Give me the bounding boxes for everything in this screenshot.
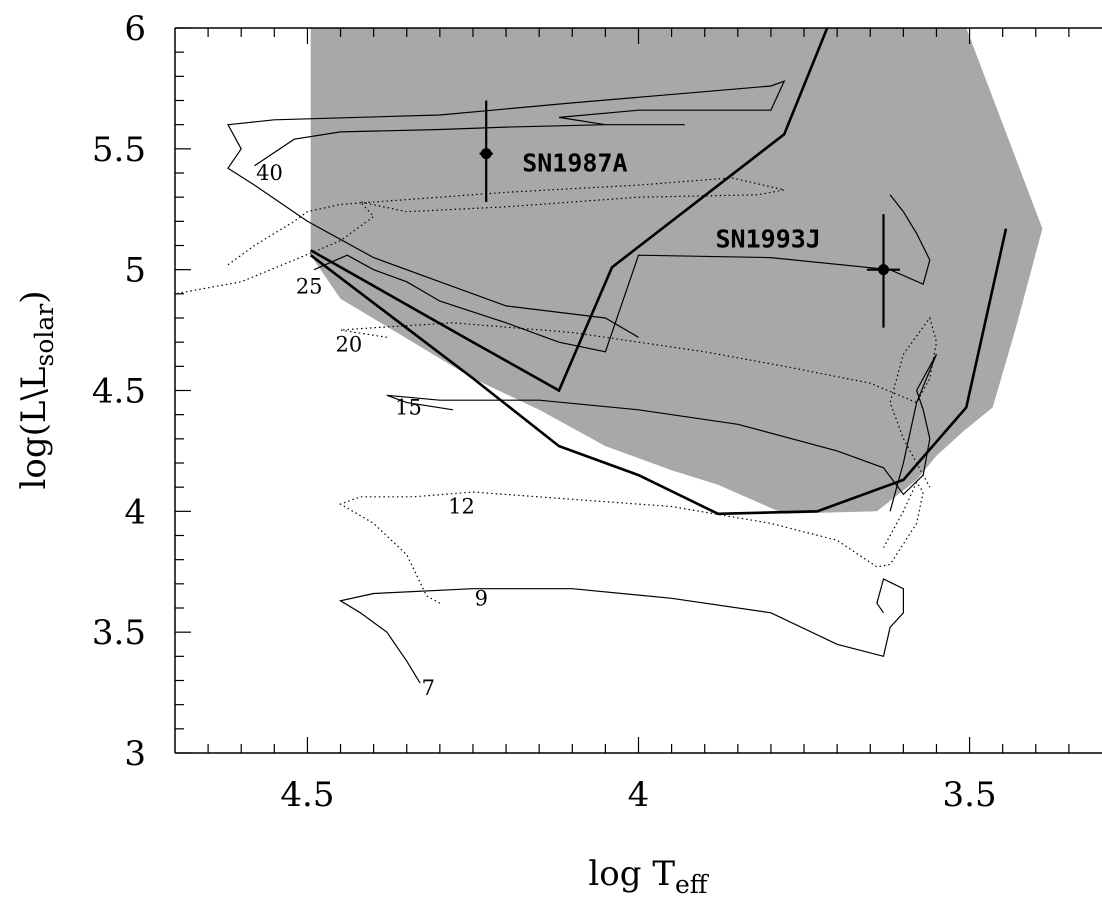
- x-tick-label: 4.5: [280, 775, 334, 815]
- track-40: [227, 80, 786, 338]
- track-label-25: 25: [296, 275, 323, 299]
- boundary-lines: [309, 27, 1008, 516]
- track-label-12: 12: [448, 495, 475, 519]
- y-tick-label: 4: [124, 492, 146, 532]
- track-label-9: 9: [475, 586, 488, 610]
- x-tick-label: 4: [628, 775, 650, 815]
- y-axis-title: log(L\Lsolar): [14, 291, 59, 490]
- point-label-SN1987A: SN1987A: [522, 149, 627, 178]
- track-12: [386, 353, 938, 512]
- track-7: [338, 578, 905, 684]
- data-point-SN1993J: [877, 264, 889, 276]
- track-20: [313, 194, 931, 353]
- track-label-20: 20: [336, 333, 363, 357]
- track-label-15: 15: [395, 395, 422, 419]
- axis-ticks: [175, 27, 1070, 754]
- region-fill: [310, 28, 1043, 514]
- supernova-points: SN1987A SN1993J: [479, 100, 901, 328]
- tick-labels: 4.5 4 3.5 3 3.5 4 4.5 5 5.5 6: [92, 9, 997, 815]
- point-label-SN1993J: SN1993J: [715, 225, 820, 254]
- y-tick-label: 6: [124, 9, 146, 49]
- data-point-SN1987A: [480, 148, 492, 160]
- track-9: [339, 481, 924, 604]
- y-tick-label: 3: [124, 734, 146, 774]
- track-label-7: 7: [422, 676, 435, 700]
- shaded-region: [310, 28, 1043, 514]
- track-label-40: 40: [256, 161, 283, 185]
- track-15: [340, 316, 938, 488]
- evolutionary-tracks: 40 25 20 15 12 9 7: [174, 80, 938, 700]
- y-tick-label: 3.5: [92, 613, 146, 653]
- y-tick-label: 5.5: [92, 130, 146, 170]
- y-tick-label: 4.5: [92, 372, 146, 412]
- x-axis-title: log Teff: [588, 854, 709, 899]
- x-tick-label: 3.5: [943, 775, 997, 815]
- boundary-line-1: [309, 228, 1008, 516]
- boundary-line-0: [310, 27, 829, 393]
- y-tick-label: 5: [124, 251, 146, 291]
